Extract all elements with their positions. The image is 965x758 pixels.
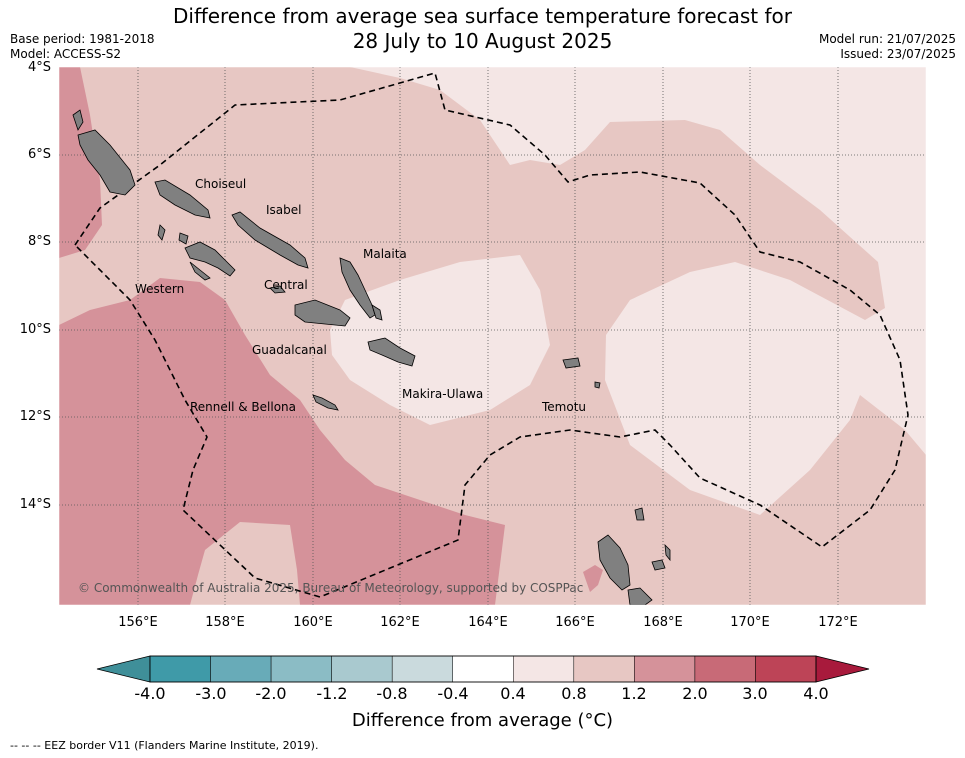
sst-band-1-2-2-0-northwest xyxy=(59,67,102,258)
place-label-guadalcanal: Guadalcanal xyxy=(252,343,327,357)
colorbar-cells xyxy=(149,655,817,683)
colorbar-tick: -3.0 xyxy=(195,684,227,703)
place-label-central: Central xyxy=(264,278,308,292)
place-label-makira-ulawa: Makira-Ulawa xyxy=(402,387,483,401)
island-ranongga xyxy=(178,232,189,245)
island-kolombangara xyxy=(184,241,236,277)
island-makira xyxy=(367,337,416,367)
colorbar-cell xyxy=(755,655,817,683)
colorbar-tick: -0.4 xyxy=(437,684,469,703)
model-run: Model run: 21/07/2025 xyxy=(818,32,956,46)
eez-border xyxy=(74,72,909,598)
lat-label-8s: 8°S xyxy=(27,234,51,249)
model-name: Model: ACCESS-S2 xyxy=(10,47,122,61)
map-frame xyxy=(58,66,927,606)
lon-label-166e: 166°E xyxy=(555,615,595,630)
colorbar-cell xyxy=(513,655,575,683)
sst-band-0-8-1-2-southwest-inset xyxy=(190,522,300,605)
lon-label-170e: 170°E xyxy=(730,615,770,630)
colorbar-tick: -4.0 xyxy=(134,684,166,703)
colorbar-cell xyxy=(452,655,514,683)
meta-left: Base period: 1981-2018 Model: ACCESS-S2 xyxy=(10,32,155,62)
colorbar-tick: 3.0 xyxy=(742,684,768,703)
island-malekula xyxy=(627,587,653,605)
place-label-western: Western xyxy=(135,282,184,296)
place-label-rennell-bellona: Rennell & Bellona xyxy=(190,400,296,414)
lon-label-168e: 168°E xyxy=(643,615,683,630)
island-small-malaita xyxy=(371,304,383,321)
base-period: Base period: 1981-2018 xyxy=(10,32,155,46)
colorbar-tick: 1.2 xyxy=(621,684,647,703)
lat-label-10s: 10°S xyxy=(19,322,51,337)
copyright-text: © Commonwealth of Australia 2025, Bureau… xyxy=(78,581,583,595)
island-reef xyxy=(594,381,601,389)
island-espiritu-santo xyxy=(597,534,631,591)
colorbar-tick: -1.2 xyxy=(316,684,348,703)
sst-band-0-4-0-8-central xyxy=(330,255,550,425)
lon-label-162e: 162°E xyxy=(380,615,420,630)
colorbar xyxy=(96,655,870,683)
colorbar-cell xyxy=(270,655,332,683)
island-banks xyxy=(634,507,645,521)
colorbar-tick: -0.8 xyxy=(376,684,408,703)
colorbar-cell xyxy=(573,655,635,683)
island-central xyxy=(269,285,286,294)
lon-label-172e: 172°E xyxy=(818,615,858,630)
island-pentecost xyxy=(664,543,671,562)
colorbar-tick: 0.4 xyxy=(500,684,526,703)
colorbar-cell xyxy=(634,655,696,683)
lon-label-160e: 160°E xyxy=(293,615,333,630)
colorbar-outline xyxy=(149,655,817,683)
place-labels: Choiseul Isabel Malaita Western Central … xyxy=(135,177,586,414)
island-vella xyxy=(157,224,166,241)
island-guadalcanal xyxy=(294,299,351,327)
eez-footnote: -- -- -- EEZ border V11 (Flanders Marine… xyxy=(10,739,319,752)
colorbar-cell xyxy=(391,655,453,683)
lon-label-164e: 164°E xyxy=(468,615,508,630)
colorbar-cell xyxy=(210,655,272,683)
colorbar-cell xyxy=(694,655,756,683)
lon-label-158e: 158°E xyxy=(205,615,245,630)
title-line-2: 28 July to 10 August 2025 xyxy=(352,29,613,53)
colorbar-tick: 0.8 xyxy=(561,684,587,703)
place-label-malaita: Malaita xyxy=(363,247,407,261)
colorbar-under-arrow xyxy=(96,655,151,683)
lat-label-14s: 14°S xyxy=(19,497,51,512)
sst-band-0-4-0-8-east xyxy=(350,67,926,515)
map-area: Choiseul Isabel Malaita Western Central … xyxy=(59,67,926,605)
colorbar-tick: 2.0 xyxy=(682,684,708,703)
sst-band-1-2-2-0-patch xyxy=(583,565,603,592)
grid-lines xyxy=(59,67,926,605)
island-rendova xyxy=(189,261,211,281)
colorbar-cell xyxy=(149,655,211,683)
colorbar-over-arrow xyxy=(815,655,870,683)
lat-label-6s: 6°S xyxy=(27,147,51,162)
island-isabel xyxy=(231,211,309,269)
place-label-temotu: Temotu xyxy=(541,400,586,414)
place-label-isabel: Isabel xyxy=(266,203,301,217)
title-line-1: Difference from average sea surface temp… xyxy=(172,4,792,28)
colorbar-tick: -2.0 xyxy=(255,684,287,703)
island-santa-cruz xyxy=(562,357,581,369)
colorbar-label: Difference from average (°C) xyxy=(351,710,614,731)
map-title: Difference from average sea surface temp… xyxy=(0,4,965,54)
lon-label-156e: 156°E xyxy=(118,615,158,630)
meta-right: Model run: 21/07/2025 Issued: 23/07/2025 xyxy=(819,32,956,62)
island-new-georgia xyxy=(77,129,136,196)
issued-date: Issued: 23/07/2025 xyxy=(840,47,956,61)
lat-label-12s: 12°S xyxy=(19,409,51,424)
island-rennell xyxy=(312,394,339,411)
place-label-choiseul: Choiseul xyxy=(195,177,246,191)
sst-band-1-2-2-0-southwest xyxy=(59,278,505,605)
island-shortland xyxy=(72,109,84,131)
land-masses xyxy=(72,109,671,605)
island-choiseul xyxy=(154,179,211,219)
lat-label-4s: 4°S xyxy=(27,60,51,75)
island-maewo xyxy=(651,559,666,571)
colorbar-cell xyxy=(331,655,393,683)
colorbar-tick: 4.0 xyxy=(803,684,829,703)
